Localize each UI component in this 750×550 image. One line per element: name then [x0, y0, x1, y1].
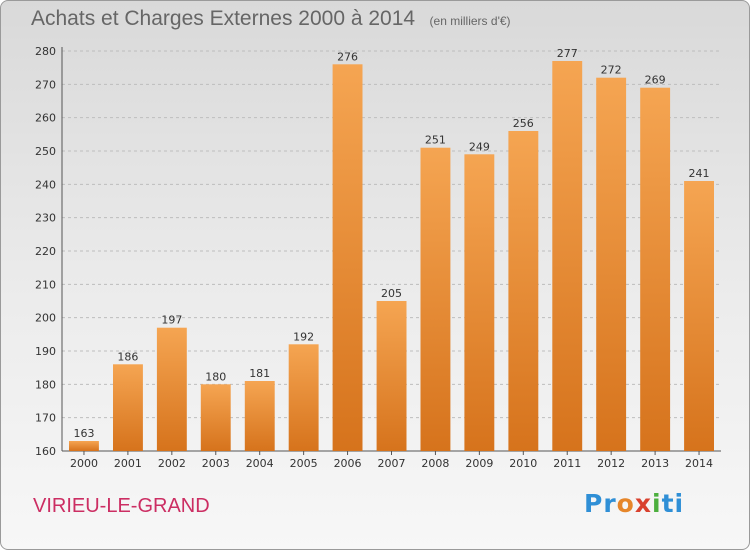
data-label: 197 [161, 314, 182, 327]
data-label: 181 [249, 367, 270, 380]
commune-name: VIRIEU-LE-GRAND [33, 495, 210, 517]
x-tick-label: 2010 [509, 457, 537, 470]
y-tick-label: 160 [35, 445, 56, 458]
x-tick-label: 2006 [334, 457, 362, 470]
bar-2009 [464, 154, 495, 452]
data-label: 163 [73, 427, 94, 440]
y-tick-label: 210 [35, 278, 56, 291]
bar-2001 [113, 364, 143, 451]
y-tick-label: 220 [35, 245, 56, 258]
bars [69, 61, 714, 452]
data-label: 256 [513, 117, 534, 130]
y-tick-label: 260 [35, 112, 56, 125]
x-tick-label: 2007 [378, 457, 406, 470]
bar-2013 [640, 87, 671, 451]
x-tick-label: 2005 [290, 457, 318, 470]
x-tick-label: 2011 [553, 457, 581, 470]
y-tick-label: 270 [35, 78, 56, 91]
y-tick-label: 230 [35, 212, 56, 225]
y-tick-label: 250 [35, 145, 56, 158]
x-tick-label: 2000 [70, 457, 98, 470]
x-tick-label: 2014 [685, 457, 713, 470]
bar-2005 [288, 344, 319, 451]
data-label: 277 [557, 47, 578, 60]
data-label: 276 [337, 50, 358, 63]
bar-2007 [376, 301, 407, 451]
data-label: 269 [645, 74, 666, 87]
y-tick-label: 280 [35, 45, 56, 58]
bar-2006 [332, 64, 363, 452]
x-tick-label: 2012 [597, 457, 625, 470]
data-label: 180 [205, 370, 226, 383]
data-labels: 163 186 197 180 181 192 276 205 251 249 256 277 272 2… [73, 47, 709, 440]
bar-2014 [684, 181, 714, 451]
bar-2012 [596, 77, 627, 451]
data-label: 272 [601, 64, 622, 77]
x-tick-label: 2004 [246, 457, 274, 470]
x-tick-label: 2008 [421, 457, 449, 470]
x-tick-label: 2013 [641, 457, 669, 470]
y-tick-label: 190 [35, 345, 56, 358]
chart-header: Achats et Charges Externes 2000 à 2014 (… [31, 7, 511, 31]
bar-2011 [552, 61, 583, 451]
bar-2003 [200, 384, 231, 451]
bar-2010 [508, 131, 539, 451]
chart-unit: (en milliers d'€) [429, 14, 511, 28]
x-tick-label: 2002 [158, 457, 186, 470]
data-label: 241 [689, 167, 710, 180]
bar-2002 [156, 327, 187, 451]
y-tick-label: 200 [35, 312, 56, 325]
x-tick-label: 2009 [465, 457, 493, 470]
data-label: 205 [381, 287, 402, 300]
data-label: 192 [293, 330, 314, 343]
bar-2000 [69, 441, 99, 451]
y-tick-label: 240 [35, 178, 56, 191]
bar-2008 [420, 147, 451, 451]
data-label: 249 [469, 140, 490, 153]
y-tick-label: 170 [35, 412, 56, 425]
chart-title: Achats et Charges Externes 2000 à 2014 [31, 7, 416, 30]
proxiti-logo: Proxiti [584, 489, 685, 518]
data-label: 186 [117, 350, 138, 363]
bar-2004 [244, 381, 275, 451]
x-tick-label: 2003 [202, 457, 230, 470]
data-label: 251 [425, 134, 446, 147]
x-tick-label: 2001 [114, 457, 142, 470]
y-tick-label: 180 [35, 378, 56, 391]
